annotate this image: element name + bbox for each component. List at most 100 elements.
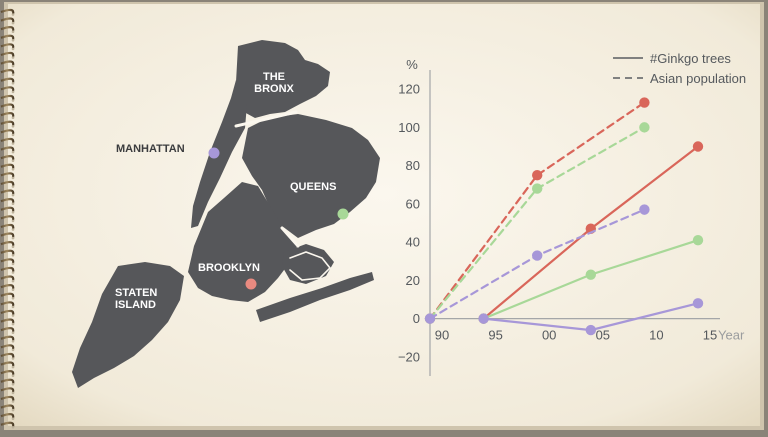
binding-hole [11, 82, 15, 85]
binding-ring [0, 86, 15, 92]
borough-queens [242, 114, 380, 238]
binding-ring [0, 275, 15, 281]
binding-hole [11, 279, 15, 283]
binding-hole [11, 64, 15, 68]
binding-ring [0, 301, 15, 307]
binding-hole [11, 116, 15, 119]
binding-hole [11, 374, 15, 378]
x-tick-label: 05 [596, 328, 610, 343]
borough-dot-queens [337, 208, 349, 220]
binding-hole [11, 228, 15, 231]
binding-hole [11, 400, 15, 403]
x-tick-label: 10 [649, 328, 663, 343]
y-tick-label: −20 [398, 349, 420, 364]
borough-label-staten-island: STATEN [115, 287, 157, 299]
binding-ring [0, 404, 15, 410]
binding-ring [0, 77, 15, 84]
binding-ring [0, 26, 15, 32]
binding-hole [11, 288, 15, 292]
data-point-brooklyn-ginkgo [692, 141, 704, 152]
binding-hole [11, 56, 15, 59]
borough-label-manhattan: MANHATTAN [116, 143, 185, 155]
borough-label-bronx: THE [263, 71, 285, 83]
data-point-queens-asian [532, 183, 543, 194]
y-tick-label: 20 [406, 273, 420, 288]
binding-hole [11, 47, 15, 51]
binding-ring [0, 413, 15, 419]
binding-hole [11, 262, 15, 266]
data-point-manhattan-asian [532, 250, 543, 261]
binding-ring [0, 8, 15, 15]
spiral-binding [0, 8, 15, 429]
binding-hole [11, 21, 15, 25]
x-tick-label: 90 [435, 328, 449, 343]
binding-ring [0, 137, 15, 144]
binding-ring [0, 69, 15, 75]
y-tick-label: 40 [406, 235, 420, 250]
borough-label-queens: QUEENS [290, 181, 336, 193]
binding-hole [11, 30, 15, 33]
chart: 120 100 80 60 40 20 0 −20% 90 95 00 05 10 15 Year #Gink… [398, 51, 746, 376]
binding-ring [0, 215, 15, 221]
binding-ring [0, 34, 15, 41]
binding-hole [11, 357, 15, 360]
binding-hole [11, 193, 15, 197]
map-waterways [234, 110, 332, 281]
binding-ring [0, 232, 15, 238]
binding-ring [0, 335, 15, 342]
binding-hole [11, 107, 15, 111]
binding-hole [11, 150, 15, 154]
binding-hole [11, 133, 15, 137]
binding-ring [0, 249, 15, 256]
binding-ring [0, 43, 15, 49]
binding-ring [0, 370, 15, 376]
data-point-queens-asian [639, 122, 650, 133]
y-axis-label: % [406, 57, 418, 72]
borough-staten-island [72, 262, 184, 388]
legend-label: #Ginkgo trees [650, 51, 731, 66]
borough-bronx [236, 40, 330, 118]
binding-hole [11, 99, 15, 102]
binding-hole [11, 202, 15, 205]
binding-hole [11, 271, 15, 274]
binding-ring [0, 395, 15, 402]
binding-ring [0, 155, 15, 161]
binding-hole [11, 297, 15, 300]
binding-ring [0, 361, 15, 367]
binding-hole [11, 219, 15, 223]
legend: #Ginkgo trees Asian population [613, 51, 746, 86]
binding-ring [0, 189, 15, 195]
binding-ring [0, 180, 15, 187]
binding-ring [0, 266, 15, 273]
y-tick-label: 100 [398, 120, 420, 135]
binding-hole [11, 39, 15, 42]
binding-hole [11, 211, 15, 214]
binding-hole [11, 125, 15, 128]
binding-ring [0, 94, 15, 101]
data-point-manhattan-asian [639, 204, 650, 215]
binding-ring [0, 163, 15, 170]
binding-ring [0, 146, 15, 152]
x-axis-label: Year [718, 328, 745, 343]
binding-hole [11, 348, 15, 352]
borough-dot-brooklyn [245, 278, 257, 290]
binding-hole [11, 73, 15, 76]
x-tick-label: 95 [488, 328, 502, 343]
binding-ring [0, 421, 15, 428]
binding-ring [0, 198, 15, 204]
binding-ring [0, 241, 15, 247]
y-tick-label: 60 [406, 196, 420, 211]
binding-hole [11, 383, 15, 386]
borough-dot-manhattan [208, 147, 220, 159]
rockaway-peninsula [256, 272, 374, 322]
data-point-manhattan-ginkgo [692, 298, 704, 309]
binding-hole [11, 142, 15, 145]
series-manhattan-asian [424, 204, 650, 324]
binding-ring [0, 327, 15, 333]
binding-hole [11, 305, 15, 309]
y-tick-label: 120 [398, 82, 420, 97]
binding-hole [11, 90, 15, 94]
